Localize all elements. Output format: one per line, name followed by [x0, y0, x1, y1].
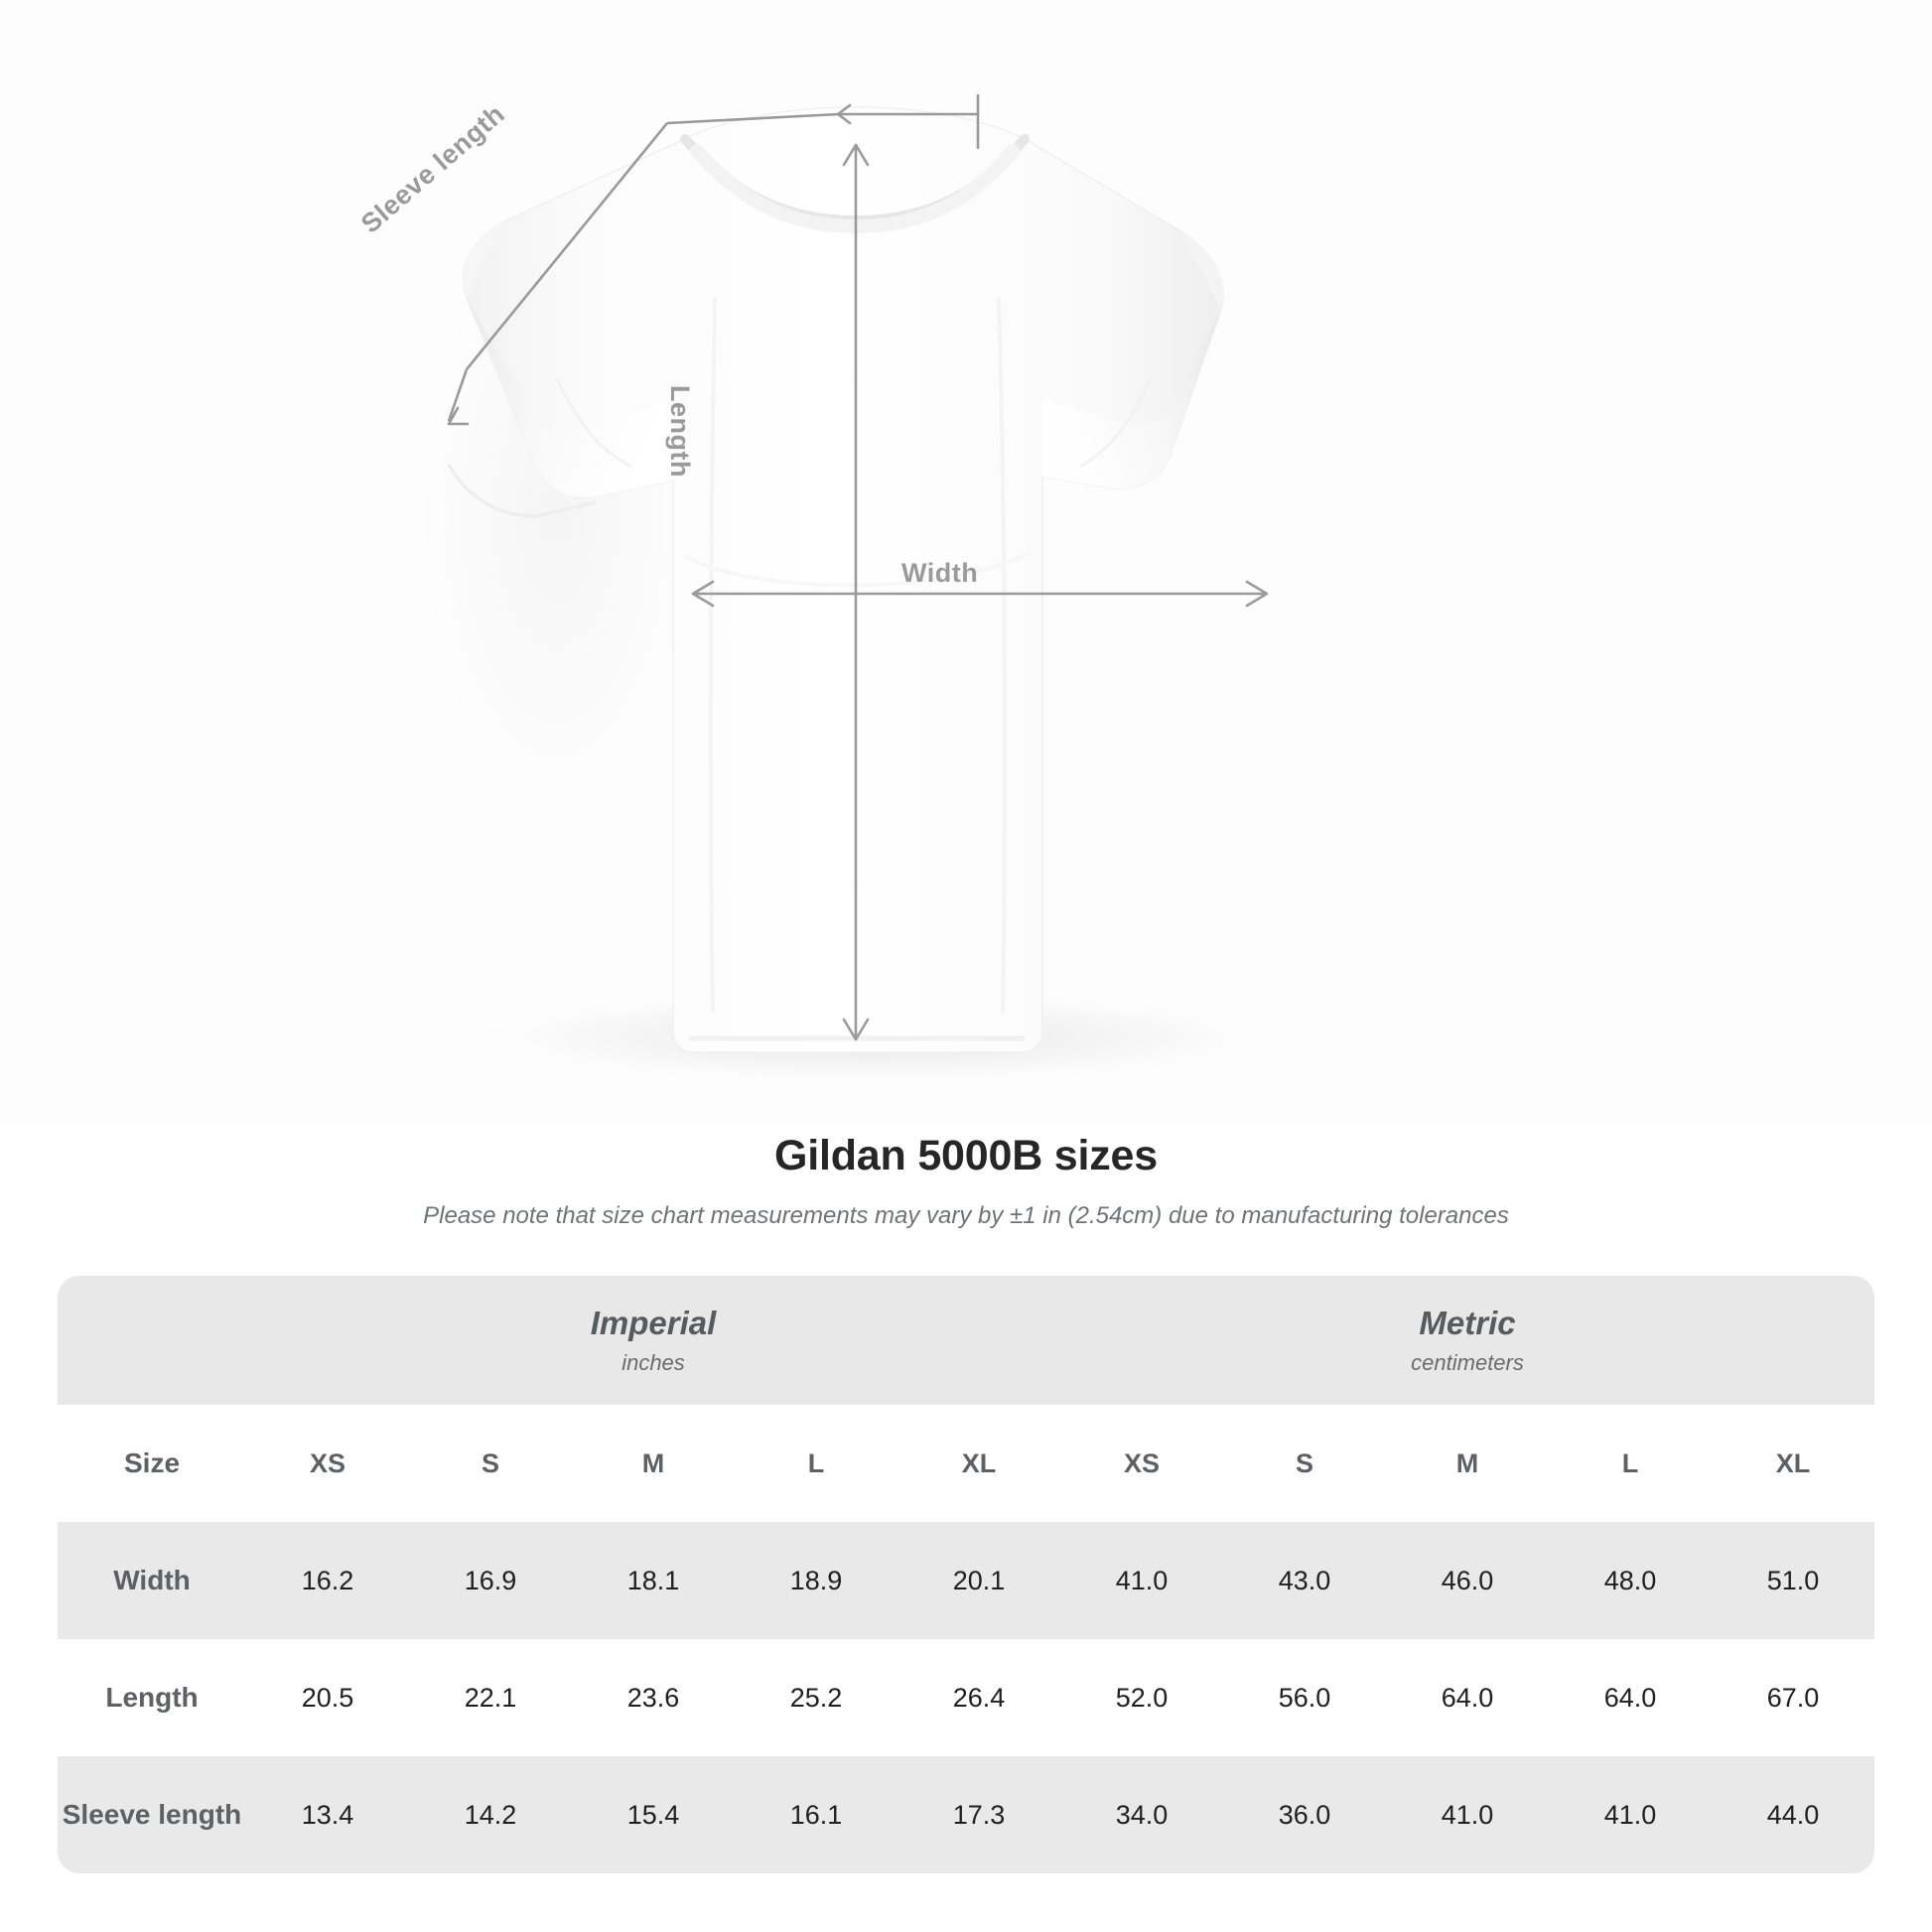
measurement-cell: 51.0: [1712, 1522, 1875, 1639]
measurement-cell: 20.5: [246, 1639, 409, 1756]
size-column-header: XS: [246, 1405, 409, 1522]
measurement-cell: 16.1: [735, 1756, 897, 1873]
measurement-cell: 15.4: [572, 1756, 735, 1873]
measurement-cell: 46.0: [1386, 1522, 1549, 1639]
size-header-row: Size XS S M L XL XS S M L XL: [58, 1405, 1875, 1522]
page-subtitle: Please note that size chart measurements…: [423, 1202, 1509, 1229]
table-row: Sleeve length 13.4 14.2 15.4 16.1 17.3 34.0 36.…: [58, 1756, 1875, 1873]
measurement-cell: 18.1: [572, 1522, 735, 1639]
measurement-cell: 14.2: [409, 1756, 572, 1873]
unit-group-name: Imperial: [590, 1305, 717, 1342]
size-column-header: XL: [897, 1405, 1060, 1522]
size-chart-table: Imperial inches Metric centimeters Size XS S M L…: [58, 1276, 1875, 1873]
measurement-cell: 25.2: [735, 1639, 897, 1756]
measurement-cell: 44.0: [1712, 1756, 1875, 1873]
unit-group-subtitle: inches: [621, 1350, 685, 1376]
size-column-header: S: [1223, 1405, 1386, 1522]
measurement-cell: 22.1: [409, 1639, 572, 1756]
row-label: Length: [58, 1639, 246, 1756]
page-title: Gildan 5000B sizes: [774, 1132, 1158, 1179]
measurement-guides: [447, 94, 1269, 1041]
measurement-cell: 52.0: [1060, 1639, 1223, 1756]
measurement-cell: 17.3: [897, 1756, 1060, 1873]
row-label: Sleeve length: [58, 1756, 246, 1873]
size-column-header: XL: [1712, 1405, 1875, 1522]
measurement-cell: 64.0: [1549, 1639, 1712, 1756]
table-row: Length 20.5 22.1 23.6 25.2 26.4 52.0 56.0 64.0 64…: [58, 1639, 1875, 1756]
measurement-cell: 23.6: [572, 1639, 735, 1756]
size-column-header: XS: [1060, 1405, 1223, 1522]
measurement-cell: 67.0: [1712, 1639, 1875, 1756]
tshirt-illustration: [407, 94, 1291, 1085]
measurement-cell: 16.9: [409, 1522, 572, 1639]
unit-band-row: Imperial inches Metric centimeters: [58, 1276, 1875, 1405]
measurement-cell: 41.0: [1549, 1756, 1712, 1873]
size-column-header: L: [1549, 1405, 1712, 1522]
measurement-cell: 48.0: [1549, 1522, 1712, 1639]
measurement-cell: 36.0: [1223, 1756, 1386, 1873]
measurement-cell: 26.4: [897, 1639, 1060, 1756]
table-corner-header: Size: [58, 1405, 246, 1522]
unit-group-metric: Metric centimeters: [1060, 1276, 1875, 1405]
row-label: Width: [58, 1522, 246, 1639]
title-block: Gildan 5000B sizes Please note that size…: [0, 1132, 1932, 1230]
garment-diagram: Sleeve length Length Width: [355, 94, 1291, 1085]
measurement-cell: 34.0: [1060, 1756, 1223, 1873]
measurement-cell: 64.0: [1386, 1639, 1549, 1756]
measurement-cell: 18.9: [735, 1522, 897, 1639]
size-column-header: M: [1386, 1405, 1549, 1522]
unit-band-spacer: [58, 1276, 246, 1405]
unit-group-imperial: Imperial inches: [246, 1276, 1060, 1405]
width-dimension-label: Width: [901, 558, 979, 588]
size-column-header: S: [409, 1405, 572, 1522]
unit-group-name: Metric: [1419, 1305, 1516, 1342]
size-column-header: L: [735, 1405, 897, 1522]
measurement-cell: 20.1: [897, 1522, 1060, 1639]
measurement-cell: 41.0: [1060, 1522, 1223, 1639]
unit-group-subtitle: centimeters: [1411, 1350, 1524, 1376]
size-column-header: M: [572, 1405, 735, 1522]
measurement-cell: 56.0: [1223, 1639, 1386, 1756]
measurement-cell: 43.0: [1223, 1522, 1386, 1639]
length-dimension-label: Length: [665, 385, 695, 478]
table-row: Width 16.2 16.9 18.1 18.9 20.1 41.0 43.0 46.0 48.…: [58, 1522, 1875, 1639]
measurement-cell: 13.4: [246, 1756, 409, 1873]
measurement-cell: 41.0: [1386, 1756, 1549, 1873]
measurement-cell: 16.2: [246, 1522, 409, 1639]
